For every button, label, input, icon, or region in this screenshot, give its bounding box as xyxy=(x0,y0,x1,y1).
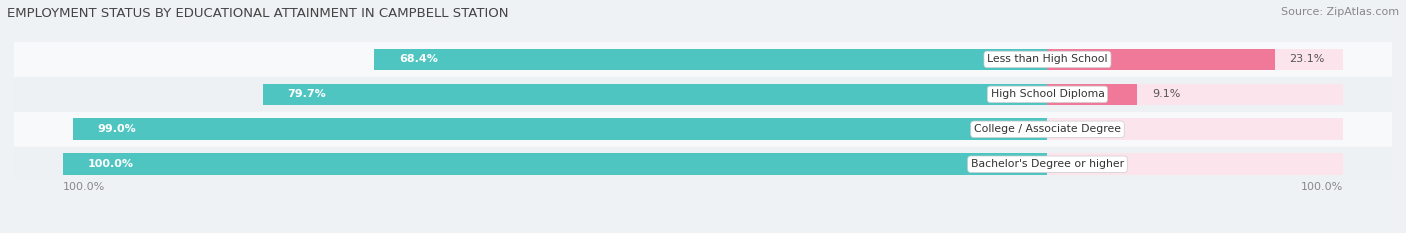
Text: College / Associate Degree: College / Associate Degree xyxy=(974,124,1121,134)
Bar xyxy=(1047,49,1275,70)
Text: High School Diploma: High School Diploma xyxy=(991,89,1104,99)
Text: 0.0%: 0.0% xyxy=(1077,159,1105,169)
Text: 100.0%: 100.0% xyxy=(1301,182,1343,192)
Bar xyxy=(14,147,1392,182)
Bar xyxy=(1047,84,1137,105)
Text: 9.1%: 9.1% xyxy=(1152,89,1180,99)
Bar xyxy=(1047,118,1343,140)
Text: 79.7%: 79.7% xyxy=(288,89,326,99)
Bar xyxy=(1047,49,1343,70)
Text: 0.0%: 0.0% xyxy=(1077,124,1105,134)
Text: 68.4%: 68.4% xyxy=(399,55,437,64)
Text: 99.0%: 99.0% xyxy=(97,124,136,134)
Text: Source: ZipAtlas.com: Source: ZipAtlas.com xyxy=(1281,7,1399,17)
Bar xyxy=(263,84,1047,105)
Bar xyxy=(1047,154,1343,175)
Text: Bachelor's Degree or higher: Bachelor's Degree or higher xyxy=(972,159,1123,169)
Bar xyxy=(14,112,1392,147)
Bar xyxy=(374,49,1047,70)
Text: 23.1%: 23.1% xyxy=(1289,55,1324,64)
Bar xyxy=(14,77,1392,112)
Text: 100.0%: 100.0% xyxy=(87,159,134,169)
Bar xyxy=(73,118,1047,140)
Bar xyxy=(1047,84,1343,105)
Bar xyxy=(63,154,1047,175)
Bar xyxy=(14,42,1392,77)
Text: EMPLOYMENT STATUS BY EDUCATIONAL ATTAINMENT IN CAMPBELL STATION: EMPLOYMENT STATUS BY EDUCATIONAL ATTAINM… xyxy=(7,7,509,20)
Text: Less than High School: Less than High School xyxy=(987,55,1108,64)
Text: 100.0%: 100.0% xyxy=(63,182,105,192)
